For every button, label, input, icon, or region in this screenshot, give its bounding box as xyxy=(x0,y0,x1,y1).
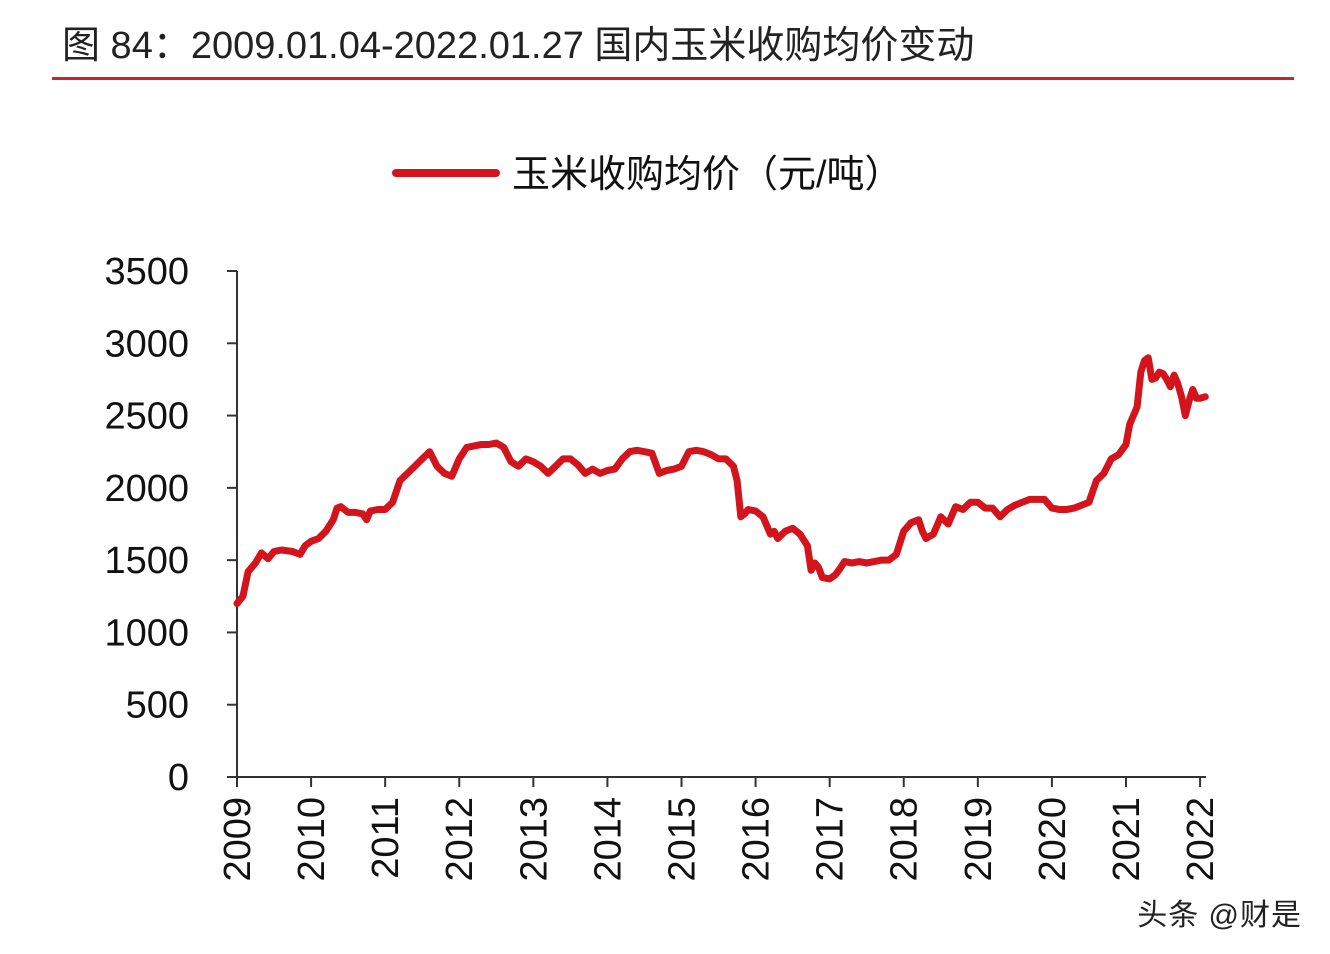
x-tick-label: 2021 xyxy=(1106,797,1148,882)
x-tick-label: 2019 xyxy=(958,797,1000,882)
x-tick-label: 2020 xyxy=(1032,797,1074,882)
x-tick-label: 2012 xyxy=(439,797,481,882)
y-tick-label: 0 xyxy=(168,757,189,799)
x-tick-label: 2010 xyxy=(291,797,333,882)
x-tick-label: 2014 xyxy=(587,797,629,882)
series-line xyxy=(233,354,1209,607)
x-tick-label: 2013 xyxy=(513,797,555,882)
x-tick-label: 2015 xyxy=(661,797,703,882)
legend: 玉米收购均价（元/吨） xyxy=(392,154,903,196)
y-tick-label: 3000 xyxy=(104,323,189,365)
axes xyxy=(236,271,1206,778)
x-tick-label: 2009 xyxy=(217,797,259,882)
x-axis-ticks: 2009 2010 2011 2012 2013 2014 2015 2016 2017 2018… xyxy=(217,777,1222,882)
y-tick-label: 2000 xyxy=(104,468,189,510)
x-tick-label: 2011 xyxy=(365,797,407,879)
watermark-text: 头条 @财是 xyxy=(1137,899,1302,932)
legend-label: 玉米收购均价（元/吨） xyxy=(512,154,903,196)
y-tick-label: 2500 xyxy=(104,396,189,438)
y-axis-ticks: 0 500 1000 1500 2000 2500 3000 3500 xyxy=(104,251,237,799)
y-tick-label: 500 xyxy=(126,685,189,727)
x-tick-label: 2017 xyxy=(810,797,852,882)
x-tick-label: 2022 xyxy=(1180,797,1222,882)
x-tick-label: 2016 xyxy=(736,797,778,882)
y-tick-label: 3500 xyxy=(104,251,189,293)
title-divider xyxy=(52,77,1294,80)
y-tick-label: 1500 xyxy=(104,540,189,582)
figure-title: 图 84：2009.01.04-2022.01.27 国内玉米收购均价变动 xyxy=(62,25,975,67)
x-tick-label: 2018 xyxy=(884,797,926,882)
y-tick-label: 1000 xyxy=(104,612,189,654)
